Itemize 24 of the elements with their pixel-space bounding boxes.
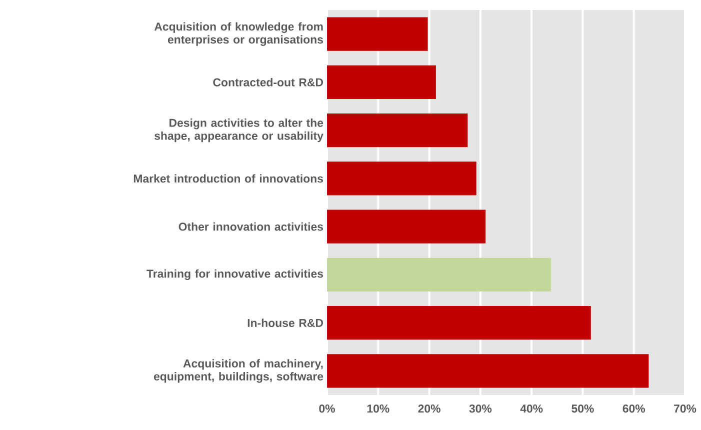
x-tick-label: 0%	[319, 404, 335, 413]
x-tick-label: 40%	[520, 404, 543, 413]
x-tick-label: 70%	[674, 404, 696, 413]
bar	[326, 162, 476, 196]
bar	[326, 354, 649, 388]
x-tick-label: 30%	[469, 404, 492, 413]
x-tick-label: 20%	[418, 404, 440, 413]
y-tick-label: Training for innovative activities	[146, 269, 324, 280]
y-tick-label: Design activities to alter the shape, appearance or usability	[154, 118, 324, 142]
y-tick-label: Other innovation activities	[178, 222, 324, 231]
x-tick-label: 10%	[367, 404, 390, 413]
y-tick-label: Contracted-out R&D	[213, 78, 323, 86]
bar	[326, 258, 551, 292]
bar	[326, 17, 428, 51]
y-tick-label: Acquisition of machinery, equipment, buildings, software	[154, 359, 324, 383]
x-tick-label: 60%	[622, 404, 645, 413]
bar	[326, 113, 468, 148]
x-tick-label: 50%	[572, 404, 594, 413]
bar	[326, 306, 591, 340]
y-tick-label: Acquisition of knowledge from enterprises or organisations	[154, 22, 323, 46]
bar	[326, 65, 436, 100]
bar	[326, 210, 486, 244]
y-tick-label: In-house R&D	[248, 318, 323, 328]
y-tick-label: Market introduction of innovations	[134, 174, 324, 183]
